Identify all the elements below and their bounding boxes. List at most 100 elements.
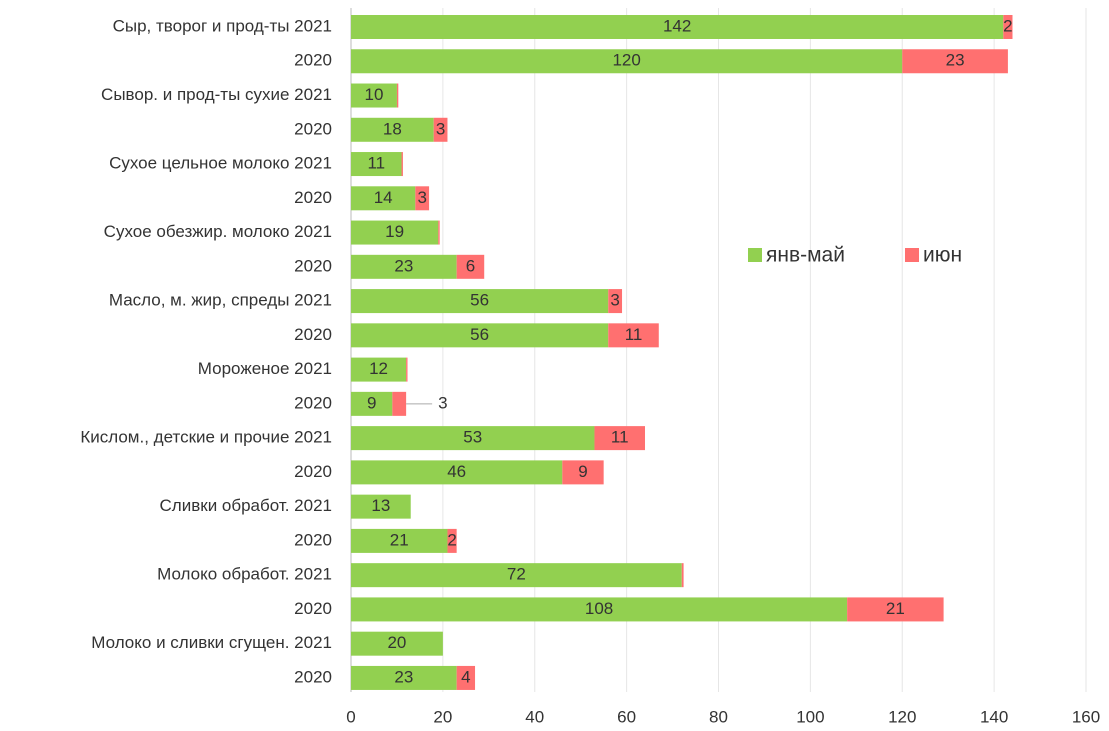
y-tick-label: Сливки обработ. 2021 [160, 496, 332, 515]
bar-segment [847, 597, 944, 622]
data-label: 3 [610, 291, 619, 310]
data-label: 14 [374, 188, 393, 207]
bar-segment [392, 391, 407, 416]
data-label: 142 [663, 16, 691, 35]
bar-segment [351, 665, 457, 690]
y-tick-label: Масло, м. жир, спреды 2021 [109, 291, 332, 310]
x-tick-label: 120 [888, 707, 916, 726]
bar-segment [438, 220, 440, 245]
data-label: 10 [365, 85, 384, 104]
data-label: 56 [470, 325, 489, 344]
x-tick-label: 80 [709, 707, 728, 726]
x-tick-label: 100 [796, 707, 824, 726]
legend-swatch [748, 248, 762, 262]
y-tick-label: Сывор. и прод-ты сухие 2021 [101, 85, 332, 104]
legend-label: июн [923, 244, 962, 267]
bar-segment [351, 220, 439, 245]
data-label: 120 [612, 51, 640, 70]
bar-segment [351, 528, 448, 553]
bar-segment [608, 323, 659, 348]
data-label: 23 [394, 667, 413, 686]
bar-segment [902, 49, 1008, 74]
data-label: 21 [390, 530, 409, 549]
y-tick-label: 2020 [294, 51, 332, 70]
data-label: 20 [387, 633, 406, 652]
data-label: 12 [369, 359, 388, 378]
data-label: 11 [625, 325, 643, 344]
y-tick-label: Молоко обработ. 2021 [157, 565, 332, 584]
bar-segment [351, 117, 434, 142]
data-label: 18 [383, 119, 402, 138]
bar-segment [433, 117, 448, 142]
bar-segment [406, 357, 408, 382]
x-tick-label: 20 [433, 707, 452, 726]
y-tick-label: 2020 [294, 325, 332, 344]
data-label: 3 [436, 119, 445, 138]
bar-segment [351, 597, 848, 622]
data-label: 13 [371, 496, 390, 515]
y-tick-label: Сухое обезжир. молоко 2021 [104, 222, 332, 241]
bar-segment [351, 83, 397, 108]
bar-segment [1003, 15, 1013, 39]
y-tick-label: Сухое цельное молоко 2021 [109, 154, 332, 173]
data-label: 72 [507, 565, 526, 584]
data-label: 108 [585, 599, 613, 618]
y-tick-label: 2020 [294, 599, 332, 618]
bar-segment [351, 152, 402, 177]
data-label: 23 [946, 51, 965, 70]
y-tick-label: 2020 [294, 667, 332, 686]
data-label: 53 [463, 428, 482, 447]
bar-segment [351, 460, 563, 485]
y-tick-label: Мороженое 2021 [198, 359, 332, 378]
data-label: 9 [578, 462, 587, 481]
bar-segment [456, 254, 485, 279]
data-label: 9 [367, 393, 376, 412]
data-label: 2 [1003, 16, 1012, 35]
bar-segment [351, 15, 1004, 39]
y-tick-label: 2020 [294, 188, 332, 207]
legend-swatch [905, 248, 919, 262]
bar-segment [351, 391, 393, 416]
data-label: 4 [461, 667, 470, 686]
x-tick-label: 160 [1072, 707, 1100, 726]
bar-segment [681, 563, 684, 588]
y-tick-label: Молоко и сливки сгущен. 2021 [91, 633, 332, 652]
y-tick-label: 2020 [294, 119, 332, 138]
data-label: 2 [447, 530, 456, 549]
data-label: 3 [438, 393, 447, 412]
x-tick-label: 140 [980, 707, 1008, 726]
x-tick-label: 0 [346, 707, 355, 726]
bar-segment [396, 83, 399, 108]
bar-segment [351, 289, 609, 314]
bar-segment [351, 49, 903, 74]
bar-segment [447, 528, 457, 553]
bar-segment [351, 631, 443, 656]
bar-segment [351, 323, 609, 348]
y-tick-label: Кислом., детские и прочие 2021 [80, 428, 332, 447]
data-label: 23 [394, 256, 413, 275]
y-tick-label: 2020 [294, 393, 332, 412]
y-tick-label: 2020 [294, 256, 332, 275]
bar-segment [351, 186, 416, 211]
data-label: 6 [466, 256, 475, 275]
bar-segment [351, 357, 407, 382]
bar-segment [351, 494, 411, 519]
bar-segment [415, 186, 430, 211]
y-tick-label: 2020 [294, 462, 332, 481]
bar-segment [562, 460, 604, 485]
bar-segment [594, 426, 645, 451]
bar-segment [351, 563, 682, 588]
legend-label: янв-май [766, 244, 845, 267]
data-label: 11 [367, 154, 385, 173]
data-label: 56 [470, 291, 489, 310]
x-tick-label: 60 [617, 707, 636, 726]
bar-segment [608, 289, 623, 314]
data-label: 21 [886, 599, 905, 618]
bar-segment [456, 665, 476, 690]
data-label: 19 [385, 222, 404, 241]
bar-segment [351, 426, 595, 451]
bar-segment [351, 254, 457, 279]
x-tick-label: 40 [525, 707, 544, 726]
y-tick-label: 2020 [294, 530, 332, 549]
